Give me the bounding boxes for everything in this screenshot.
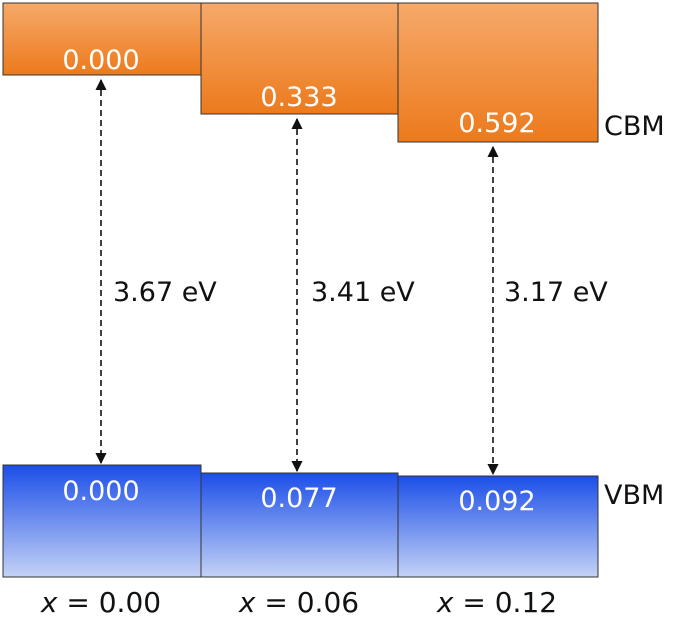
vbm-block-3 (397, 475, 599, 578)
vbm-block-1 (2, 464, 202, 578)
vbm-offset-value-1: 0.000 (62, 476, 139, 507)
gap-label-3: 3.17 eV (504, 277, 608, 308)
vbm-offset-value-2: 0.077 (260, 483, 337, 514)
gap-label-2: 3.41 eV (311, 277, 415, 308)
composition-label-2: x = 0.06 (238, 586, 359, 617)
vbm-block-2 (200, 472, 399, 578)
cbm-offset-value-3: 0.592 (458, 108, 535, 139)
cbm-offset-value-2: 0.333 (260, 82, 337, 113)
gap-label-1: 3.67 eV (113, 277, 217, 308)
cbm-block-3 (397, 2, 599, 143)
cbm-block-1 (2, 2, 202, 76)
cbm-offset-value-1: 0.000 (62, 45, 139, 76)
cbm-label: CBM (604, 111, 665, 142)
composition-label-3: x = 0.12 (436, 586, 557, 617)
vbm-label: VBM (604, 480, 664, 511)
cbm-block-2 (200, 2, 399, 115)
composition-label-1: x = 0.00 (40, 586, 161, 617)
vbm-offset-value-3: 0.092 (458, 486, 535, 517)
